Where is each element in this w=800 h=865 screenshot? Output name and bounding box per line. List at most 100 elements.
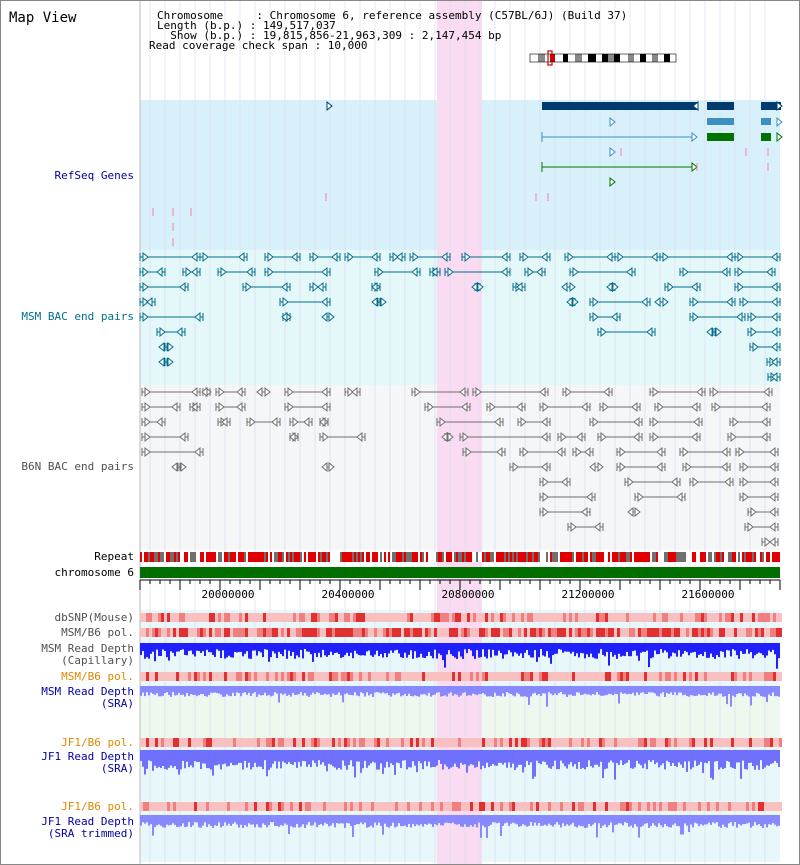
jf1-depth-sra-bar: [718, 750, 720, 770]
jf1-pol-mark: [428, 738, 431, 747]
msm-depth-capillary-bar: [440, 643, 442, 656]
msm-depth-sra-bar: [612, 686, 614, 696]
jf1-read-depth-sra-label[interactable]: JF1 Read Depth (SRA): [41, 750, 134, 775]
chromosome-label[interactable]: chromosome 6: [54, 566, 134, 579]
jf1-depth-sra-bar: [612, 750, 614, 763]
msm-read-depth-capillary-label[interactable]: MSM Read Depth (Capillary): [41, 642, 134, 667]
msm-depth-sra-bar: [548, 686, 550, 693]
b6n-bac-end-pairs-label[interactable]: B6N BAC end pairs: [21, 460, 134, 473]
ideogram-band: [555, 54, 563, 62]
jf1-pol-mark: [143, 738, 146, 747]
repeat-mark: [450, 552, 452, 562]
dbsnp-mark: [689, 613, 692, 622]
jf1-depth-trimmed-bar: [736, 815, 738, 828]
b6n-bac-end-arrow: [724, 476, 731, 488]
jf1-pol-mark: [308, 738, 311, 747]
msm-pol-sra-label[interactable]: MSM/B6 pol.: [61, 670, 134, 683]
jf1-pol-mark: [398, 738, 401, 747]
jf1-pol-trimmed-mark: [731, 802, 734, 811]
msm-pol-capillary-mark: [275, 628, 278, 637]
jf1-pol-trimmed-mark: [434, 802, 437, 811]
msm-pol-capillary-label[interactable]: MSM/B6 pol.: [61, 626, 134, 639]
msm-pol-sra-mark: [656, 672, 659, 681]
dbsnp-label[interactable]: dbSNP(Mouse): [54, 611, 134, 624]
b6n-bac-end-arrow: [589, 461, 596, 473]
msm-depth-capillary-bar: [144, 643, 146, 659]
jf1-pol-trimmed-label[interactable]: JF1/B6 pol.: [61, 800, 134, 813]
repeat-mark: [660, 552, 662, 562]
msm-pol-capillary-mark: [641, 628, 644, 637]
jf1-depth-trimmed-bar: [248, 815, 250, 824]
jf1-pol-trimmed-mark: [596, 802, 599, 811]
msm-depth-sra-bar: [502, 686, 504, 694]
jf1-depth-sra-bar: [314, 750, 316, 763]
msm-pol-sra-mark: [617, 672, 620, 681]
msm-bac-end-arrow: [771, 326, 778, 338]
jf1-pol-mark: [671, 738, 674, 747]
dbsnp-mark: [527, 613, 530, 622]
msm-bac-end-arrow: [737, 266, 744, 278]
msm-pol-capillary-mark: [242, 628, 245, 637]
jf1-depth-sra-bar: [502, 750, 504, 765]
msm-bac-end-arrow: [715, 326, 722, 338]
repeat-label[interactable]: Repeat: [94, 550, 134, 563]
jf1-pol-trimmed-mark: [365, 802, 368, 811]
msm-depth-capillary-bar: [394, 643, 396, 651]
repeat-mark: [412, 552, 414, 562]
msm-depth-capillary-bar: [608, 643, 610, 666]
msm-depth-sra-bar: [448, 686, 450, 694]
b6n-bac-end-arrow: [289, 431, 296, 443]
msm-depth-capillary-bar: [612, 643, 614, 657]
dbsnp-mark: [263, 613, 266, 622]
msm-depth-capillary-bar: [212, 643, 214, 655]
repeat-mark: [346, 552, 348, 562]
jf1-read-depth-trimmed-label[interactable]: JF1 Read Depth (SRA trimmed): [41, 815, 134, 840]
jf1-pol-trimmed-mark: [764, 802, 767, 811]
jf1-pol-mark: [245, 738, 248, 747]
repeat-mark: [668, 552, 670, 562]
repeat-mark: [680, 552, 682, 562]
jf1-pol-mark: [350, 738, 353, 747]
dbsnp-mark: [548, 613, 551, 622]
jf1-depth-sra-bar: [324, 750, 326, 766]
jf1-pol-mark: [221, 738, 224, 747]
msm-pol-capillary-mark: [545, 628, 548, 637]
msm-bac-end-pairs-label[interactable]: MSM BAC end pairs: [21, 310, 134, 323]
msm-depth-sra-bar: [280, 686, 282, 694]
jf1-pol-mark: [578, 738, 581, 747]
msm-depth-sra-bar: [682, 686, 684, 696]
jf1-pol-label[interactable]: JF1/B6 pol.: [61, 736, 134, 749]
refseq-gene-block: [761, 102, 781, 110]
jf1-pol-trimmed-mark: [233, 802, 236, 811]
jf1-pol-mark: [422, 738, 425, 747]
jf1-pol-mark: [593, 738, 596, 747]
msm-depth-capillary-bar: [466, 643, 468, 654]
repeat-mark: [306, 552, 308, 562]
jf1-pol-mark: [212, 738, 215, 747]
msm-depth-capillary-bar: [306, 643, 308, 652]
dbsnp-mark: [326, 613, 329, 622]
dbsnp-mark: [218, 613, 221, 622]
msm-depth-sra-bar: [390, 686, 392, 697]
refseq-genes-label[interactable]: RefSeq Genes: [54, 169, 134, 182]
jf1-depth-sra-bar: [474, 750, 476, 768]
msm-depth-capillary-bar: [260, 643, 262, 653]
jf1-depth-trimmed-bar: [422, 815, 424, 827]
msm-depth-capillary-bar: [536, 643, 538, 662]
repeat-mark: [374, 552, 376, 562]
jf1-pol-mark: [629, 738, 632, 747]
msm-depth-capillary-bar: [308, 643, 310, 652]
jf1-depth-trimmed-bar: [514, 815, 516, 824]
jf1-depth-trimmed-bar: [650, 815, 652, 826]
msm-pol-sra-mark: [482, 672, 485, 681]
dbsnp-mark: [320, 613, 323, 622]
msm-pol-sra-mark: [731, 672, 734, 681]
jf1-depth-trimmed-bar: [428, 815, 430, 824]
jf1-pol-trimmed-mark: [488, 802, 491, 811]
jf1-depth-trimmed-bar: [150, 815, 152, 825]
msm-read-depth-sra-label[interactable]: MSM Read Depth (SRA): [41, 685, 134, 710]
msm-pol-sra-mark: [587, 672, 590, 681]
repeat-mark: [182, 552, 184, 562]
